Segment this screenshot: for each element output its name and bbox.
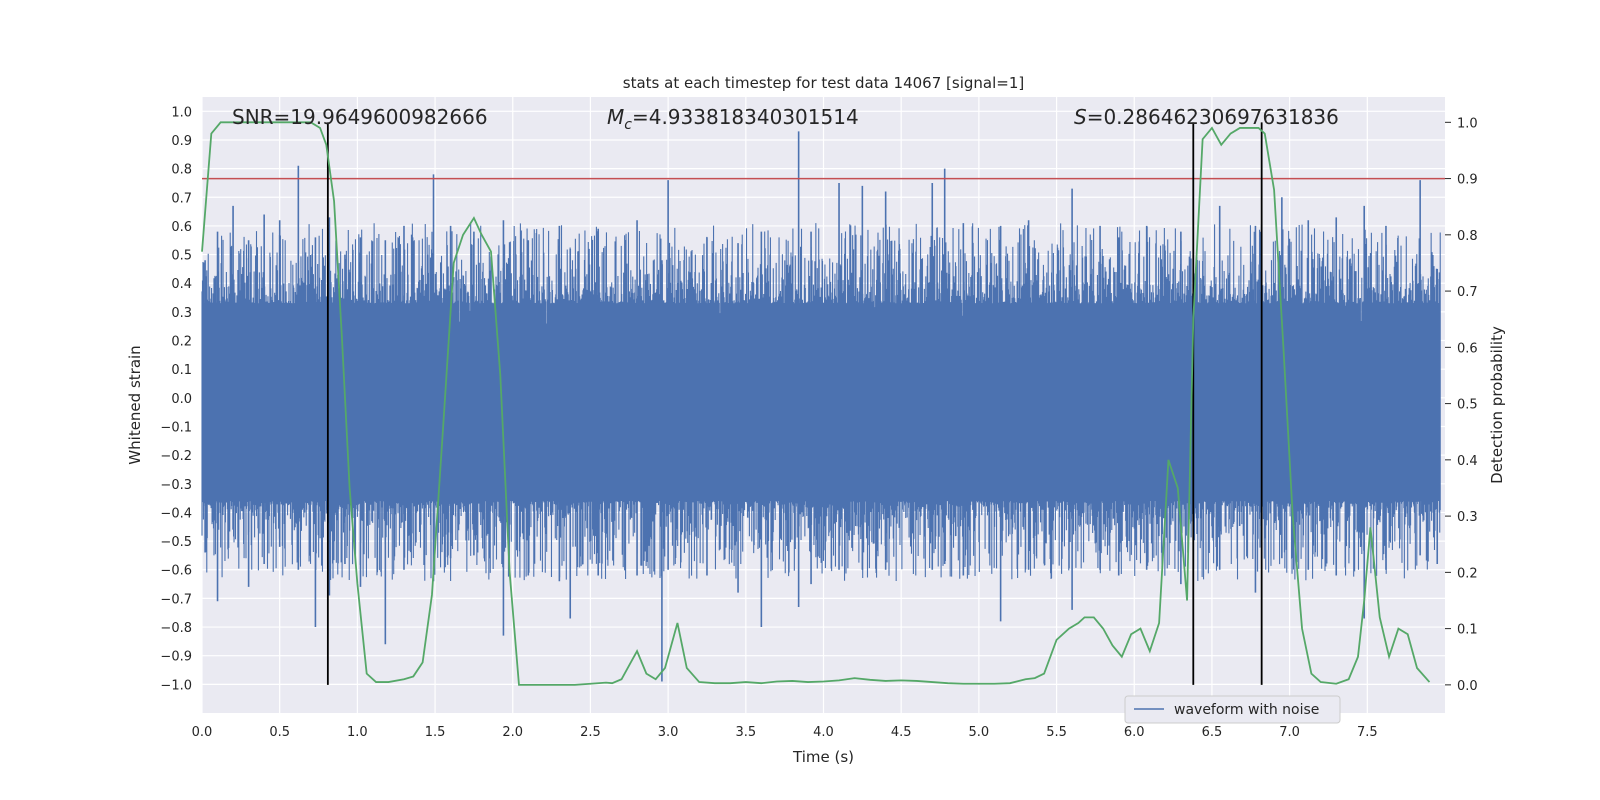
legend-box xyxy=(1124,695,1341,724)
y-axis-label: Whitened strain xyxy=(126,345,144,464)
s-annotation: S=0.28646230697631836 xyxy=(1074,105,1339,129)
y-tick-label: −0.3 xyxy=(160,478,192,493)
legend: waveform with noise xyxy=(1124,695,1341,724)
s-symbol: S xyxy=(1074,105,1087,129)
legend-label: waveform with noise xyxy=(1174,702,1319,718)
y-tick-label: −0.6 xyxy=(160,564,192,579)
y-tick-label: 0.7 xyxy=(171,191,192,206)
x-tick-label: 5.5 xyxy=(1046,725,1067,740)
y2-tick-label: 0.6 xyxy=(1457,341,1478,356)
snr-annotation: SNR=19.9649600982666 xyxy=(232,105,488,129)
x-tick-label: 1.5 xyxy=(425,725,446,740)
y-tick-label: 0.8 xyxy=(171,163,192,178)
x-tick-label: 0.5 xyxy=(269,725,290,740)
x-tick-label: 0.0 xyxy=(192,725,213,740)
x-tick-label: 3.5 xyxy=(735,725,756,740)
y2-axis-label: Detection probability xyxy=(1488,326,1506,484)
y2-tick-label: 0.4 xyxy=(1457,454,1478,469)
y2-tick-label: 0.0 xyxy=(1457,679,1478,694)
x-tick-label: 2.5 xyxy=(580,725,601,740)
y2-tick-label: 0.2 xyxy=(1457,566,1478,581)
waveform-noise xyxy=(201,223,1441,582)
y-tick-label: 0.5 xyxy=(171,249,192,264)
chirp-mass-symbol: M xyxy=(607,105,624,129)
y-tick-label: 0.3 xyxy=(171,306,192,321)
y2-tick-label: 0.9 xyxy=(1457,173,1478,188)
y-tick-label: 0.9 xyxy=(171,134,192,149)
probability-series xyxy=(201,121,1431,686)
y-tick-label: −0.9 xyxy=(160,650,192,665)
axis-ticks: 0.0 0.5 1.0 1.5 2.0 2.5 3.0 3.5 4.0 4.5 5.0 5.5 6.0 6… xyxy=(160,105,1477,740)
x-tick-label: 4.5 xyxy=(891,725,912,740)
y-tick-label: −0.2 xyxy=(160,449,192,464)
x-tick-label: 7.5 xyxy=(1357,725,1378,740)
y-tick-label: −0.7 xyxy=(160,592,192,607)
detection-probability-line xyxy=(201,121,1431,686)
y2-tick-label: 0.7 xyxy=(1457,285,1478,300)
chirp-mass-annotation: Mc=4.933818340301514 xyxy=(607,105,859,133)
x-tick-label: 1.0 xyxy=(347,725,368,740)
y-tick-label: 0.4 xyxy=(171,277,192,292)
y-tick-label: 0.1 xyxy=(171,363,192,378)
y-tick-label: −1.0 xyxy=(160,678,192,693)
x-tick-label: 5.0 xyxy=(969,725,990,740)
y-tick-label: 0.0 xyxy=(171,392,192,407)
y2-tick-label: 0.5 xyxy=(1457,398,1478,413)
s-value: =0.28646230697631836 xyxy=(1087,105,1339,129)
y2-tick-label: 0.8 xyxy=(1457,229,1478,244)
y-tick-label: −0.1 xyxy=(160,420,192,435)
y-tick-label: −0.4 xyxy=(160,506,192,521)
x-tick-label: 3.0 xyxy=(658,725,679,740)
chirp-mass-value: =4.933818340301514 xyxy=(632,105,859,129)
y2-tick-label: 0.1 xyxy=(1457,623,1478,638)
y-tick-label: −0.8 xyxy=(160,621,192,636)
waveform-series xyxy=(201,131,1441,682)
vertical-markers xyxy=(326,122,1263,685)
chirp-mass-subscript: c xyxy=(624,117,632,133)
x-tick-label: 6.0 xyxy=(1124,725,1145,740)
x-tick-label: 2.0 xyxy=(502,725,523,740)
x-tick-label: 7.0 xyxy=(1279,725,1300,740)
y-tick-label: −0.5 xyxy=(160,535,192,550)
y-tick-label: 0.2 xyxy=(171,335,192,350)
y-tick-label: 1.0 xyxy=(171,105,192,120)
chart-title: stats at each timestep for test data 140… xyxy=(623,74,1024,92)
y2-tick-label: 0.3 xyxy=(1457,510,1478,525)
x-axis-label: Time (s) xyxy=(792,748,854,766)
y-tick-label: 0.6 xyxy=(171,220,192,235)
x-tick-label: 4.0 xyxy=(813,725,834,740)
y2-tick-label: 1.0 xyxy=(1457,116,1478,131)
x-tick-label: 6.5 xyxy=(1202,725,1223,740)
